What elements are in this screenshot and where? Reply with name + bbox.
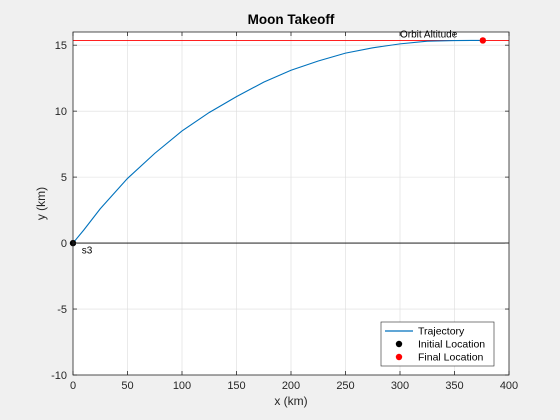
x-axis: 0 50 100 150 200 250 300 350 400 — [70, 32, 518, 392]
legend-swatch-initial — [395, 340, 403, 348]
y-tick-label: 5 — [61, 172, 67, 184]
legend-entry-label: Trajectory — [418, 326, 465, 338]
y-tick-label: -5 — [57, 304, 67, 316]
y-tick-label: 0 — [61, 238, 67, 250]
legend-entry-label: Initial Location — [418, 339, 485, 351]
x-tick-label: 300 — [391, 380, 409, 392]
chart-title: Moon Takeoff — [248, 12, 335, 27]
x-tick-label: 400 — [500, 380, 518, 392]
x-tick-label: 250 — [336, 380, 354, 392]
trajectory-line — [72, 39, 483, 244]
y-tick-label: 15 — [55, 40, 67, 52]
legend-swatch-final — [395, 353, 403, 361]
annotations: Orbit Altitude s3 — [82, 29, 458, 256]
x-tick-label: 50 — [121, 380, 133, 392]
final-location-marker — [479, 37, 487, 44]
x-axis-label: x (km) — [274, 394, 307, 408]
x-tick-label: 200 — [282, 380, 300, 392]
legend-entry-label: Final Location — [418, 352, 484, 364]
y-tick-label: 10 — [55, 106, 67, 118]
y-axis: -10 -5 0 5 10 15 — [51, 40, 509, 382]
y-axis-label: y (km) — [34, 187, 48, 220]
x-tick-label: 150 — [227, 380, 245, 392]
x-tick-label: 100 — [173, 380, 191, 392]
x-tick-label: 0 — [70, 380, 76, 392]
orbit-altitude-annotation: Orbit Altitude — [400, 29, 458, 40]
y-tick-label: -10 — [51, 370, 67, 382]
x-tick-label: 350 — [445, 380, 463, 392]
s3-annotation: s3 — [82, 246, 93, 257]
reference-lines — [73, 39, 509, 244]
